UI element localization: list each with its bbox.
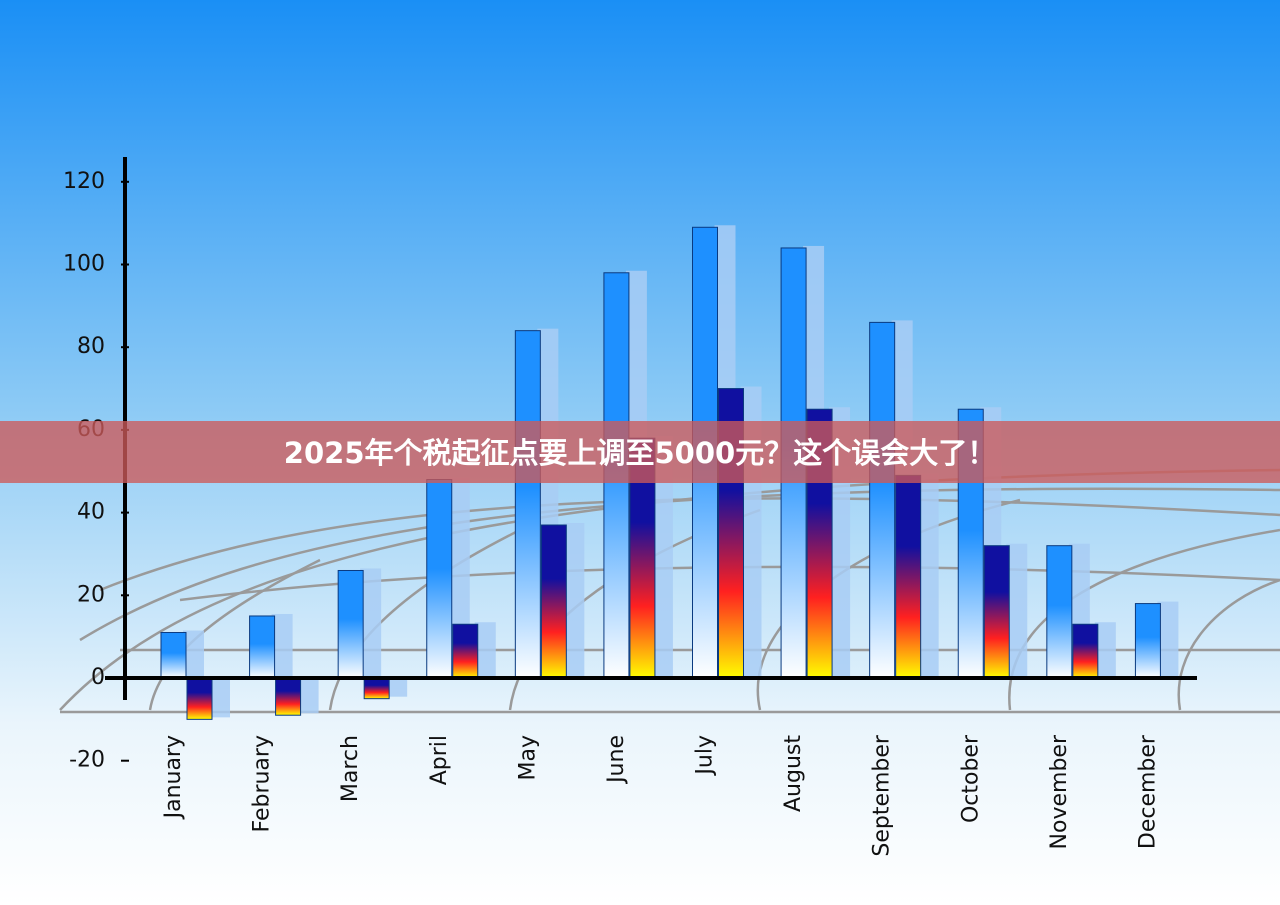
bar (514, 330, 541, 679)
x-tick-label: May (515, 735, 540, 780)
bar (1046, 545, 1073, 679)
bar (426, 479, 453, 679)
bar-shadow (183, 630, 204, 676)
x-tick-label: February (250, 735, 275, 833)
y-tick-label: 80 (77, 334, 105, 359)
bar (249, 615, 276, 679)
bar-shadow (271, 613, 293, 676)
bar (869, 321, 896, 679)
x-tick-label: March (338, 735, 363, 802)
bar-shadow (474, 622, 496, 676)
x-tick-label: October (958, 734, 983, 823)
x-tick-label: September (870, 734, 895, 857)
bar (186, 677, 213, 720)
bar-shadow (209, 676, 230, 718)
x-tick-label: January (161, 735, 186, 820)
y-tick-label: -20 (69, 748, 105, 773)
y-tick-label: 120 (63, 169, 105, 194)
bar (1134, 603, 1161, 679)
bar (452, 623, 479, 679)
plot-area: -20020406080100120JanuaryFebruaryMarchAp… (63, 156, 1197, 857)
y-tick-label: 100 (63, 252, 105, 277)
y-tick-label: 20 (77, 582, 105, 607)
x-tick-label: June (604, 735, 629, 785)
x-tick-label: November (1047, 734, 1072, 849)
bar-shadow (386, 676, 408, 697)
x-tick-label: August (781, 735, 806, 812)
chart-title: 2025年个税起征点要上调至5000元？这个误会大了！ (284, 436, 996, 470)
bar-shadow (1006, 543, 1028, 676)
bar (363, 677, 390, 700)
bar (1072, 623, 1099, 679)
title-banner (0, 421, 1280, 483)
y-tick-label: 40 (77, 500, 105, 525)
bar-shadow (563, 523, 585, 676)
bar (540, 524, 567, 679)
bar-shadow (917, 473, 939, 676)
bar (337, 569, 364, 679)
bar-shadow (1157, 601, 1179, 676)
bar (983, 545, 1010, 679)
bar (275, 677, 302, 716)
bar (160, 632, 187, 679)
bar-shadow (1094, 622, 1116, 676)
bar-shadow (651, 436, 673, 676)
bar (895, 474, 922, 679)
x-tick-label: April (427, 735, 452, 785)
x-tick-label: December (1135, 734, 1160, 849)
y-tick-label: 0 (91, 665, 105, 690)
bar-shadow (360, 568, 382, 676)
bar-shadow (297, 676, 319, 714)
x-tick-label: July (693, 735, 718, 777)
